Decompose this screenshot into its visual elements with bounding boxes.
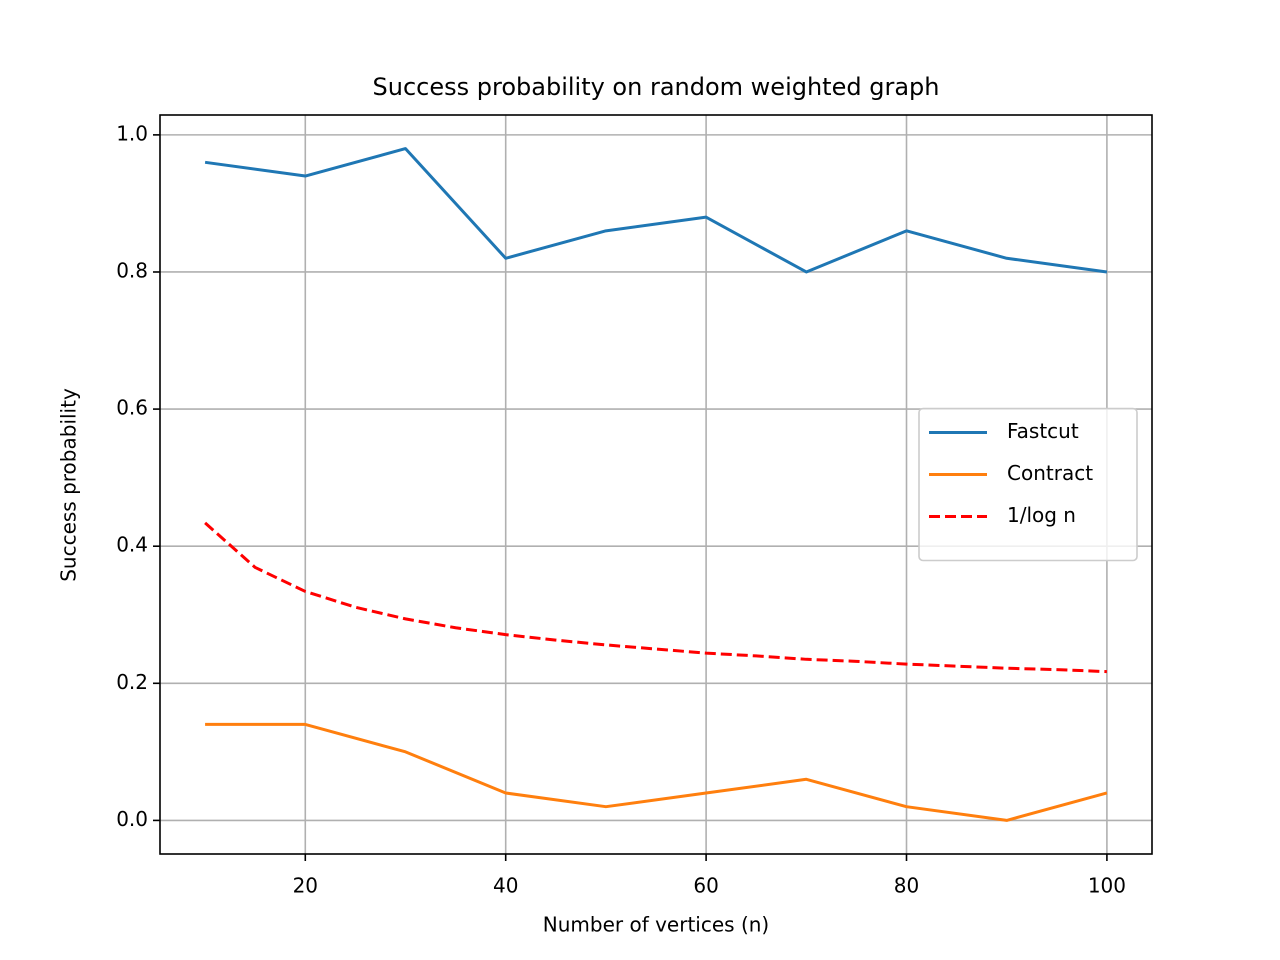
x-tick-label: 60 [693,874,718,898]
x-tick-label: 20 [293,874,318,898]
legend-label: 1/log n [1007,503,1076,527]
y-tick-label: 0.8 [116,258,148,282]
legend-label: Fastcut [1007,419,1079,443]
y-tick-label: 0.0 [116,807,148,831]
legend-label: Contract [1007,461,1093,485]
series-line [204,147,1108,274]
y-tick-label: 0.6 [116,396,148,420]
x-tick-label: 40 [493,874,518,898]
legend-box [918,407,1138,562]
y-tick-label: 0.4 [116,533,148,557]
x-axis-label: Number of vertices (n) [543,913,769,937]
chart-title: Success probability on random weighted g… [373,73,940,101]
y-tick-label: 0.2 [116,670,148,694]
plot-frame [159,114,1153,855]
series-line [205,722,1108,822]
x-tick-label: 100 [1088,874,1126,898]
y-axis-label: Success probability [57,388,81,582]
y-tick-label: 1.0 [116,121,148,145]
x-tick-label: 80 [894,874,919,898]
